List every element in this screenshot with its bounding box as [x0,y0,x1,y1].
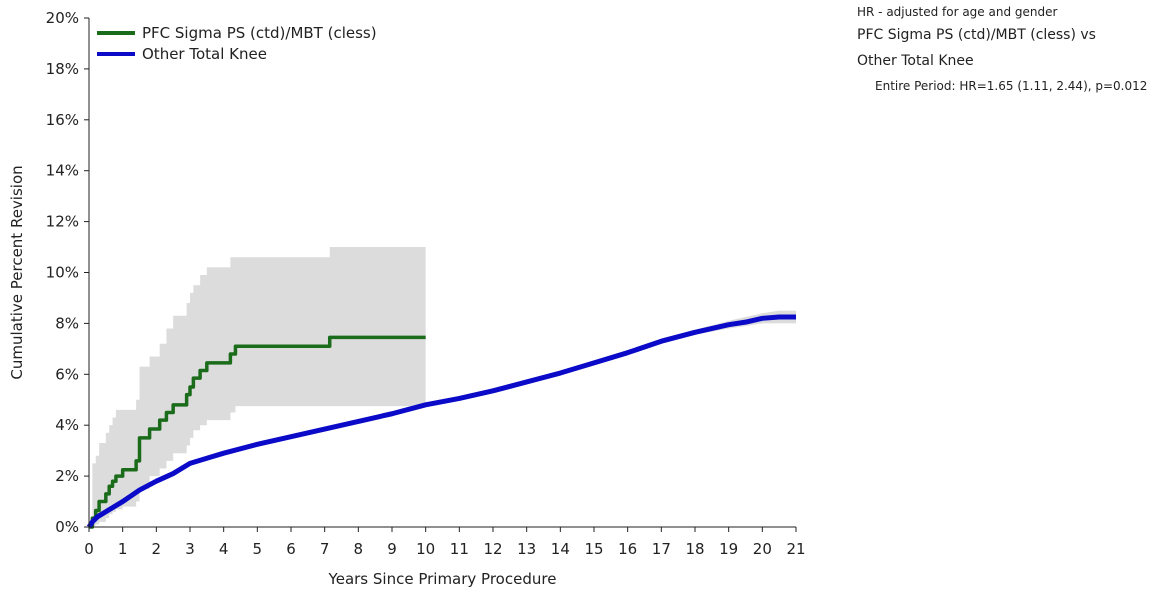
x-tick-label: 12 [483,540,502,558]
x-tick-label: 11 [450,540,469,558]
hr-entire-period: Entire Period: HR=1.65 (1.11, 2.44), p=0… [875,79,1148,93]
y-tick-label: 18% [46,60,79,78]
x-tick-label: 1 [118,540,128,558]
x-tick-label: 17 [652,540,671,558]
y-tick-label: 2% [55,467,79,485]
legend-label: Other Total Knee [142,45,267,63]
hr-comparison-line-1: PFC Sigma PS (ctd)/MBT (cless) vs [857,27,1096,43]
x-tick-label: 0 [84,540,94,558]
x-tick-label: 21 [786,540,805,558]
x-tick-label: 19 [719,540,738,558]
x-tick-label: 3 [185,540,195,558]
series-line-1 [89,335,426,529]
x-tick-label: 14 [551,540,570,558]
confidence-bands [89,247,796,528]
y-tick-label: 4% [55,416,79,434]
axes [88,18,796,528]
legend-label: PFC Sigma PS (ctd)/MBT (cless) [142,24,377,42]
y-axis-ticks: 0% 2% 4% 6% 8% 10% 12% 14% 16% 18% 20% [46,9,89,536]
y-tick-label: 14% [46,162,79,180]
y-tick-label: 16% [46,111,79,129]
series-lines [86,314,796,529]
y-tick-label: 12% [46,213,79,231]
x-tick-label: 13 [517,540,536,558]
y-tick-label: 10% [46,264,79,282]
x-tick-label: 4 [219,540,229,558]
y-tick-label: 6% [55,365,79,383]
x-tick-label: 8 [354,540,364,558]
hr-comparison-line-2: Other Total Knee [857,53,974,69]
x-tick-label: 6 [286,540,296,558]
x-tick-label: 20 [753,540,772,558]
y-tick-label: 0% [55,518,79,536]
y-tick-label: 20% [46,9,79,27]
x-axis-ticks: 0 1 2 3 4 5 6 7 8 9 10 11 12 13 14 15 16 17 18 19 20 21 [84,527,806,558]
x-tick-label: 9 [387,540,397,558]
x-tick-label: 5 [253,540,263,558]
x-tick-label: 7 [320,540,330,558]
x-axis-title: Years Since Primary Procedure [328,570,557,588]
x-tick-label: 10 [416,540,435,558]
y-axis-title: Cumulative Percent Revision [8,165,26,379]
hazard-ratio-panel: HR - adjusted for age and gender PFC Sig… [857,6,1169,92]
x-tick-label: 16 [618,540,637,558]
ci-band-series-1 [89,247,426,528]
hr-title: HR - adjusted for age and gender [857,5,1058,19]
y-tick-label: 8% [55,314,79,332]
series-line-2 [86,314,796,529]
x-tick-label: 18 [685,540,704,558]
x-tick-label: 2 [152,540,162,558]
legend: PFC Sigma PS (ctd)/MBT (cless) Other Tota… [97,24,377,63]
x-tick-label: 15 [584,540,603,558]
